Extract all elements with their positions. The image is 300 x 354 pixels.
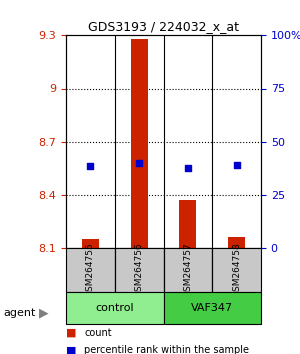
Bar (130, 39, 148, 248)
FancyBboxPatch shape (66, 292, 164, 324)
Point (185, 165, 190, 171)
FancyBboxPatch shape (66, 248, 115, 292)
Text: control: control (95, 303, 134, 313)
Bar (82, 239, 99, 248)
Text: GSM264755: GSM264755 (86, 242, 95, 297)
Point (88, 164, 93, 169)
FancyBboxPatch shape (115, 248, 164, 292)
Bar (179, 200, 197, 248)
Text: VAF347: VAF347 (191, 303, 233, 313)
FancyBboxPatch shape (164, 248, 212, 292)
FancyBboxPatch shape (212, 248, 261, 292)
Text: percentile rank within the sample: percentile rank within the sample (84, 346, 249, 354)
Text: ▶: ▶ (39, 307, 49, 320)
Text: agent: agent (3, 308, 35, 318)
Text: ■: ■ (66, 346, 76, 354)
FancyBboxPatch shape (164, 292, 261, 324)
Bar (228, 237, 245, 248)
Text: GSM264756: GSM264756 (135, 242, 144, 297)
Point (234, 162, 239, 167)
Text: GSM264757: GSM264757 (183, 242, 192, 297)
Text: ■: ■ (66, 328, 76, 338)
Point (137, 160, 142, 166)
Text: count: count (84, 328, 112, 338)
Title: GDS3193 / 224032_x_at: GDS3193 / 224032_x_at (88, 20, 239, 33)
Text: GSM264758: GSM264758 (232, 242, 241, 297)
